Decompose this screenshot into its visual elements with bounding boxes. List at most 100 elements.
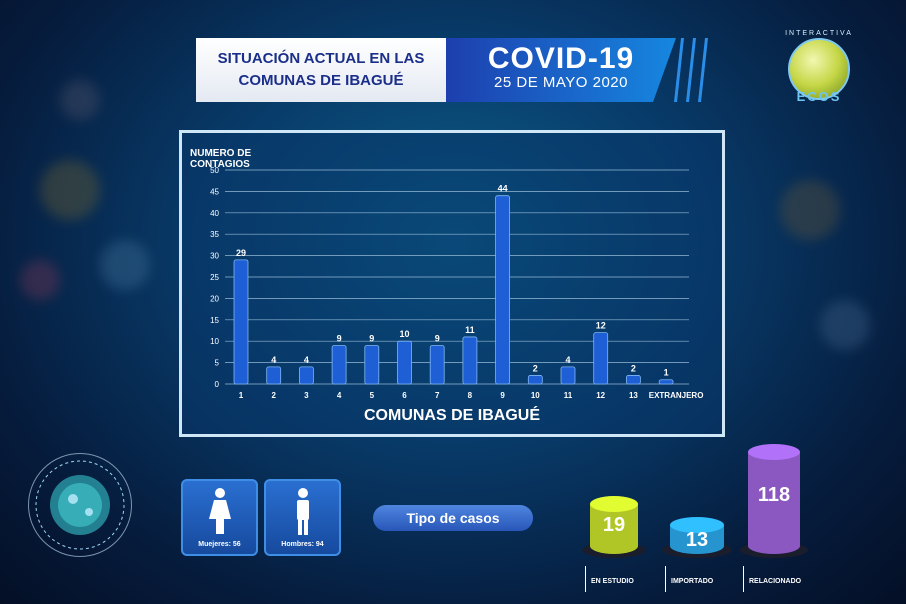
- x-tick-label: 4: [337, 391, 342, 400]
- case-count: 19: [602, 514, 626, 536]
- bokeh-light: [20, 260, 60, 300]
- bokeh-light: [820, 300, 870, 350]
- case-cylinder: 118: [748, 444, 800, 554]
- case-types-title: Tipo de casos: [373, 505, 533, 531]
- bar-value-label: 4: [565, 355, 570, 365]
- cylinder-body: [590, 504, 638, 554]
- report-date: 25 DE MAYO 2020: [494, 74, 628, 91]
- ecos-logo: INTERACTIVA ECOS: [778, 30, 860, 130]
- bokeh-light: [40, 160, 100, 220]
- x-tick-label: 3: [304, 391, 309, 400]
- bar: [299, 366, 314, 385]
- bar-value-label: 12: [596, 321, 606, 331]
- bar: [233, 259, 249, 385]
- bar-value-label: 2: [631, 363, 636, 373]
- logo-name: ECOS: [796, 89, 842, 104]
- men-count: Hombres: 94: [281, 541, 324, 548]
- bar: [560, 366, 576, 385]
- case-cylinder: 19: [590, 496, 638, 554]
- cylinder-top: [670, 517, 724, 533]
- y-tick-label: 15: [210, 316, 219, 325]
- bar: [658, 379, 674, 385]
- y-tick-label: 50: [210, 166, 219, 175]
- bar-value-label: 1: [664, 368, 669, 378]
- x-tick-label: 8: [468, 391, 473, 400]
- x-tick-label: 2: [271, 391, 276, 400]
- covid-title: COVID-19: [487, 42, 635, 75]
- bar: [397, 340, 412, 385]
- case-cylinder: 13: [670, 517, 724, 554]
- men-card: Hombres: 94: [264, 479, 341, 556]
- bar-value-label: 4: [271, 355, 276, 365]
- case-count: 13: [685, 529, 709, 551]
- cylinder-body: [748, 452, 800, 554]
- banner-stripe: [698, 38, 708, 102]
- case-type-label: EN ESTUDIO: [591, 578, 634, 585]
- label-divider: [743, 566, 744, 592]
- y-tick-label: 45: [210, 187, 219, 196]
- y-axis-label-line1: NUMERO DE: [190, 148, 251, 159]
- x-tick-label: 10: [531, 391, 540, 400]
- cylinder-top: [590, 496, 638, 512]
- y-tick-label: 5: [215, 359, 220, 368]
- bar-value-label: 29: [236, 248, 246, 258]
- logo-subtitle: INTERACTIVA: [785, 30, 853, 37]
- x-tick-label: 13: [629, 391, 638, 400]
- x-tick-label: 5: [370, 391, 375, 400]
- bokeh-light: [60, 80, 100, 120]
- title-line2: COMUNAS DE IBAGUÉ: [238, 72, 404, 89]
- bar: [625, 375, 641, 385]
- bar-value-label: 4: [304, 355, 309, 365]
- x-tick-label: 12: [596, 391, 605, 400]
- x-tick-label: 7: [435, 391, 440, 400]
- bokeh-light: [780, 180, 840, 240]
- case-type-label: RELACIONADO: [749, 578, 802, 585]
- y-tick-label: 40: [210, 209, 219, 218]
- y-axis-label-line2: CONTAGIOS: [190, 159, 250, 170]
- bar-value-label: 9: [337, 333, 342, 343]
- bar: [364, 345, 380, 385]
- bar: [495, 195, 511, 385]
- bar: [593, 332, 609, 385]
- banner-stripe: [674, 38, 684, 102]
- x-tick-label: 11: [564, 391, 573, 400]
- x-tick-label: 1: [239, 391, 244, 400]
- bar-value-label: 44: [498, 184, 508, 194]
- bar-value-label: 2: [533, 363, 538, 373]
- bar-value-label: 11: [465, 325, 475, 335]
- title-line1: SITUACIÓN ACTUAL EN LAS: [217, 50, 425, 67]
- bar-value-label: 10: [399, 329, 409, 339]
- x-tick-label: EXTRANJERO: [649, 391, 704, 400]
- y-tick-label: 30: [210, 252, 219, 261]
- man-icon: [297, 488, 309, 535]
- bar-chart: NUMERO DE CONTAGIOS 05101520253035404550…: [190, 148, 704, 424]
- covid-banner: COVID-19 25 DE MAYO 2020: [446, 38, 676, 102]
- banner-stripe: [686, 38, 696, 102]
- x-tick-label: 6: [402, 391, 407, 400]
- y-tick-label: 10: [210, 337, 219, 346]
- chart-frame: [179, 130, 725, 437]
- y-tick-label: 25: [210, 273, 219, 282]
- bar: [462, 336, 478, 385]
- y-tick-label: 0: [215, 380, 220, 389]
- case-type-label: IMPORTADO: [671, 578, 714, 585]
- bar: [429, 345, 445, 385]
- label-divider: [585, 566, 586, 592]
- y-tick-label: 20: [210, 294, 219, 303]
- bar: [266, 366, 282, 385]
- label-divider: [665, 566, 666, 592]
- bokeh-light: [100, 240, 150, 290]
- title-banner: SITUACIÓN ACTUAL EN LAS COMUNAS DE IBAGU…: [196, 38, 446, 102]
- bar: [527, 375, 543, 385]
- bar-value-label: 9: [435, 333, 440, 343]
- case-count: 118: [757, 484, 791, 506]
- virus-icon: [28, 453, 132, 557]
- logo-globe-icon: [788, 38, 850, 100]
- bar-value-label: 9: [369, 333, 374, 343]
- cylinder-top: [748, 444, 800, 460]
- woman-icon: [209, 488, 231, 534]
- x-tick-label: 9: [500, 391, 505, 400]
- x-axis-label: COMUNAS DE IBAGUÉ: [364, 405, 540, 424]
- women-count: Muejeres: 56: [198, 541, 241, 548]
- y-tick-label: 35: [210, 230, 219, 239]
